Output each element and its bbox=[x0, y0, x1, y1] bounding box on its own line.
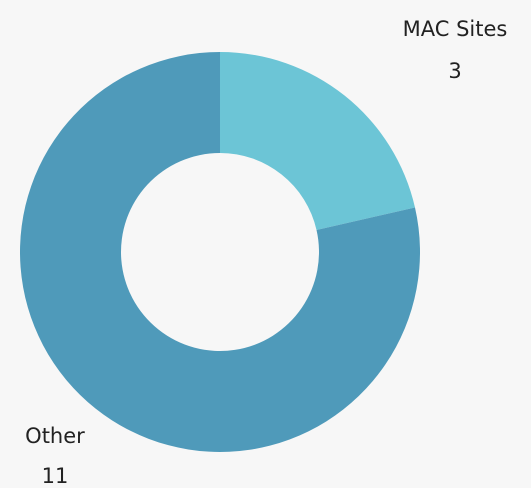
donut-slice bbox=[220, 52, 415, 230]
slice-label: MAC Sites bbox=[403, 17, 508, 41]
slice-label: Other bbox=[25, 424, 85, 448]
slice-value: 3 bbox=[448, 59, 461, 83]
slice-value: 11 bbox=[42, 464, 69, 488]
donut-slice bbox=[20, 52, 421, 452]
